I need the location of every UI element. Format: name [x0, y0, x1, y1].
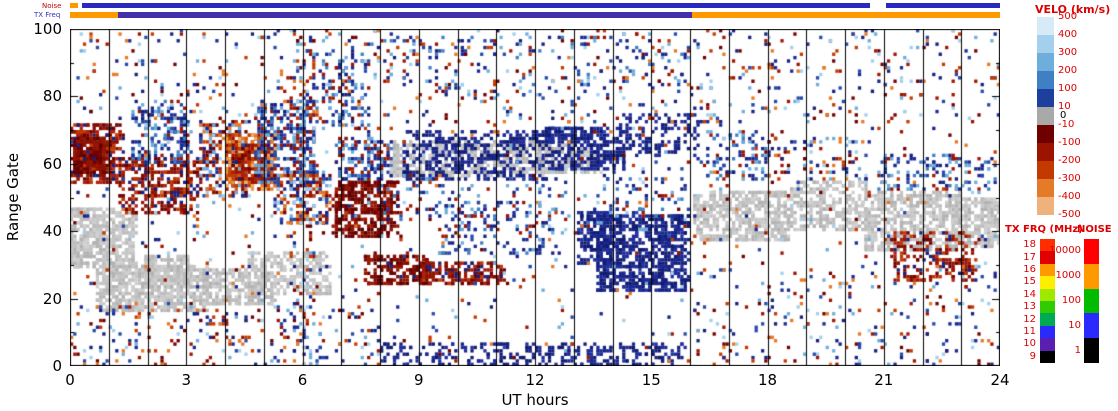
noise-colorbar-swatch — [1084, 338, 1099, 363]
velo-colorbar-swatch — [1037, 107, 1054, 125]
velo-colorbar-label: -500 — [1058, 209, 1081, 220]
txfrq-colorbar-swatch — [1040, 301, 1055, 314]
txfrq-colorbar-swatch — [1040, 325, 1055, 339]
velo-colorbar-swatch — [1037, 143, 1054, 161]
velo-colorbar-swatch — [1037, 179, 1054, 197]
txfrq-colorbar-swatch — [1040, 239, 1055, 252]
noise-colorbar-label: 100 — [1061, 295, 1081, 306]
x-tick-label: 15 — [641, 371, 661, 389]
noise-colorbar-label: 1 — [1074, 344, 1081, 356]
velo-colorbar-label: -10 — [1058, 119, 1075, 130]
x-tick-label: 12 — [525, 371, 545, 389]
txfrq-colorbar-swatch — [1040, 288, 1055, 301]
y-tick-label: 20 — [42, 289, 62, 308]
txfrq-colorbar-label: 14 — [1023, 288, 1036, 300]
x-tick-label: 9 — [413, 371, 424, 389]
velo-colorbar-label: 100 — [1058, 83, 1078, 94]
txfrq-colorbar-label: 15 — [1023, 276, 1036, 288]
txfreq-bar-segment — [70, 12, 119, 18]
noise-colorbar-label: 1000 — [1055, 270, 1081, 282]
y-tick-label: 80 — [42, 87, 62, 106]
txfrq-colorbar-label: 12 — [1023, 313, 1036, 325]
y-tick-label: 0 — [52, 357, 62, 375]
velo-colorbar-label: 300 — [1058, 47, 1078, 58]
txfreq-bar-segment — [691, 12, 1000, 18]
x-axis-title: UT hours — [501, 391, 569, 409]
velo-colorbar-label: -100 — [1058, 137, 1081, 148]
noise-bar-segment — [70, 3, 78, 8]
x-tick-label: 0 — [65, 371, 75, 389]
txfreq-bar-segment — [118, 12, 692, 18]
velo-colorbar-swatch — [1037, 71, 1054, 89]
velo-colorbar-swatch — [1037, 89, 1054, 107]
txfrq-colorbar-swatch — [1040, 263, 1055, 277]
y-axis-title: Range Gate — [4, 152, 22, 242]
txfrq-colorbar-label: 18 — [1023, 239, 1036, 251]
txfrq-legend-title: TX FRQ (MHz) — [1005, 224, 1083, 235]
x-tick-label: 21 — [874, 371, 894, 389]
txfrq-colorbar-label: 9 — [1029, 350, 1036, 362]
txfrq-colorbar-label: 10 — [1023, 338, 1036, 350]
velo-colorbar-label: 10 — [1058, 101, 1071, 112]
velo-colorbar-label: 500 — [1058, 11, 1078, 22]
txfrq-colorbar-label: 13 — [1023, 301, 1036, 313]
noise-legend-title: NOISE — [1077, 224, 1112, 235]
rti-plot-canvas — [70, 29, 1000, 366]
velo-colorbar-label: -300 — [1058, 173, 1081, 184]
y-tick-label: 60 — [42, 154, 62, 173]
noise-colorbar-swatch — [1084, 263, 1099, 289]
y-tick-label: 40 — [42, 222, 62, 241]
velo-colorbar-swatch — [1037, 125, 1054, 143]
velo-colorbar-swatch — [1037, 53, 1054, 71]
txfrq-colorbar-label: 16 — [1023, 264, 1036, 275]
txfrq-colorbar-swatch — [1040, 350, 1055, 363]
velo-colorbar-swatch — [1037, 161, 1054, 179]
velo-legend-title: VELO (km/s) — [1035, 3, 1111, 16]
velo-colorbar-label: 200 — [1058, 65, 1078, 76]
noise-colorbar-swatch — [1084, 313, 1099, 339]
velo-colorbar-label: -400 — [1058, 191, 1081, 202]
velo-colorbar-swatch — [1037, 197, 1054, 215]
velo-zero-label: 0 — [1060, 110, 1067, 121]
txfrq-colorbar-swatch — [1040, 313, 1055, 326]
noise-bar-segment — [885, 3, 1000, 8]
x-tick-label: 18 — [757, 371, 778, 389]
x-tick-label: 6 — [297, 371, 308, 389]
velo-colorbar-label: -200 — [1058, 155, 1081, 166]
noise-status-bar — [70, 3, 1000, 8]
txfreq-row-label: TX Freq — [34, 11, 61, 19]
velo-colorbar-swatch — [1037, 17, 1054, 35]
y-tick-label: 100 — [33, 20, 62, 38]
txfreq-status-bar — [70, 12, 1000, 18]
velo-colorbar-swatch — [1037, 35, 1054, 53]
noise-row-label: Noise — [42, 2, 62, 10]
noise-colorbar-swatch — [1084, 239, 1099, 264]
txfrq-colorbar-label: 17 — [1023, 251, 1036, 263]
txfrq-colorbar-swatch — [1040, 251, 1055, 264]
txfrq-colorbar-label: 11 — [1023, 326, 1036, 337]
noise-colorbar-label: 10000 — [1049, 245, 1081, 257]
txfrq-colorbar-swatch — [1040, 276, 1055, 289]
txfrq-colorbar-swatch — [1040, 338, 1055, 351]
noise-colorbar-label: 10 — [1068, 319, 1081, 331]
velo-colorbar-label: 400 — [1058, 29, 1078, 40]
x-tick-label: 3 — [181, 371, 192, 389]
noise-colorbar-swatch — [1084, 288, 1099, 314]
noise-bar-segment — [81, 3, 871, 8]
x-tick-label: 24 — [990, 371, 1010, 389]
